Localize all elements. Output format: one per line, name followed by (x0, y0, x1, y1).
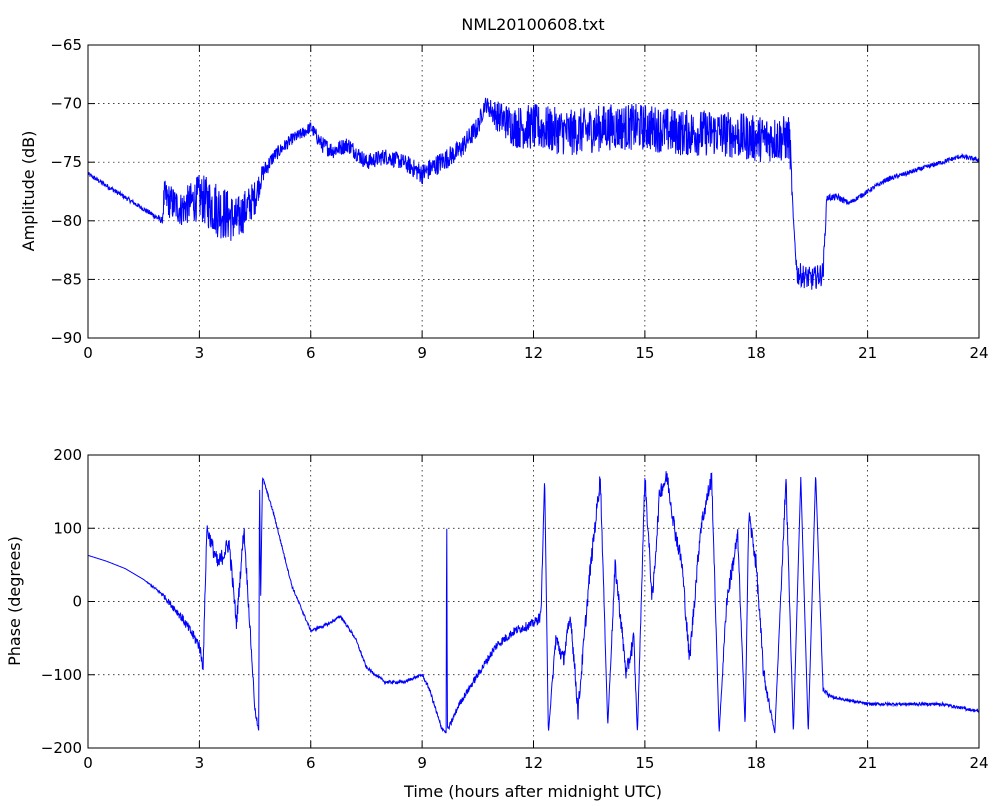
x-axis-label: Time (hours after midnight UTC) (403, 782, 662, 801)
y-axis-label: Phase (degrees) (5, 536, 24, 666)
x-tick-label: 3 (195, 754, 205, 772)
y-tick-label: −75 (50, 153, 82, 171)
y-tick-label: −65 (50, 36, 82, 54)
x-tick-label: 0 (83, 344, 93, 362)
x-tick-label: 3 (195, 344, 205, 362)
y-tick-label: 100 (53, 519, 82, 537)
x-tick-label: 24 (969, 344, 988, 362)
y-tick-label: −80 (50, 212, 82, 230)
y-axis-label: Amplitude (dB) (19, 131, 38, 252)
x-tick-label: 21 (858, 754, 877, 772)
x-tick-label: 9 (417, 344, 427, 362)
series-line (87, 97, 980, 290)
y-tick-label: −100 (41, 666, 82, 684)
x-tick-label: 0 (83, 754, 93, 772)
x-tick-label: 15 (635, 754, 654, 772)
phase-plot: 0 3 6 9 12 15 18 21 24 −200 −100 0 100 200 Phase (degr… (5, 446, 989, 772)
series-line (87, 471, 980, 734)
x-tick-label: 24 (969, 754, 988, 772)
x-tick-label: 21 (858, 344, 877, 362)
x-tick-label: 9 (417, 754, 427, 772)
x-tick-label: 18 (747, 344, 766, 362)
y-tick-label: 0 (72, 593, 82, 611)
y-tick-label: −90 (50, 329, 82, 347)
amplitude-plot: 0 3 6 9 12 15 18 21 24 −90 −85 −80 −75 −70 −65 Amplitud… (19, 36, 989, 362)
x-tick-label: 6 (306, 344, 316, 362)
axes-box (87, 44, 980, 339)
x-tick-label: 18 (747, 754, 766, 772)
figure-title: NML20100608.txt (461, 15, 604, 34)
y-tick-label: −200 (41, 739, 82, 757)
x-tick-label: 12 (524, 344, 543, 362)
x-tick-label: 6 (306, 754, 316, 772)
x-tick-label: 15 (635, 344, 654, 362)
y-tick-label: 200 (53, 446, 82, 464)
y-tick-label: −70 (50, 95, 82, 113)
x-tick-label: 12 (524, 754, 543, 772)
y-tick-label: −85 (50, 270, 82, 288)
